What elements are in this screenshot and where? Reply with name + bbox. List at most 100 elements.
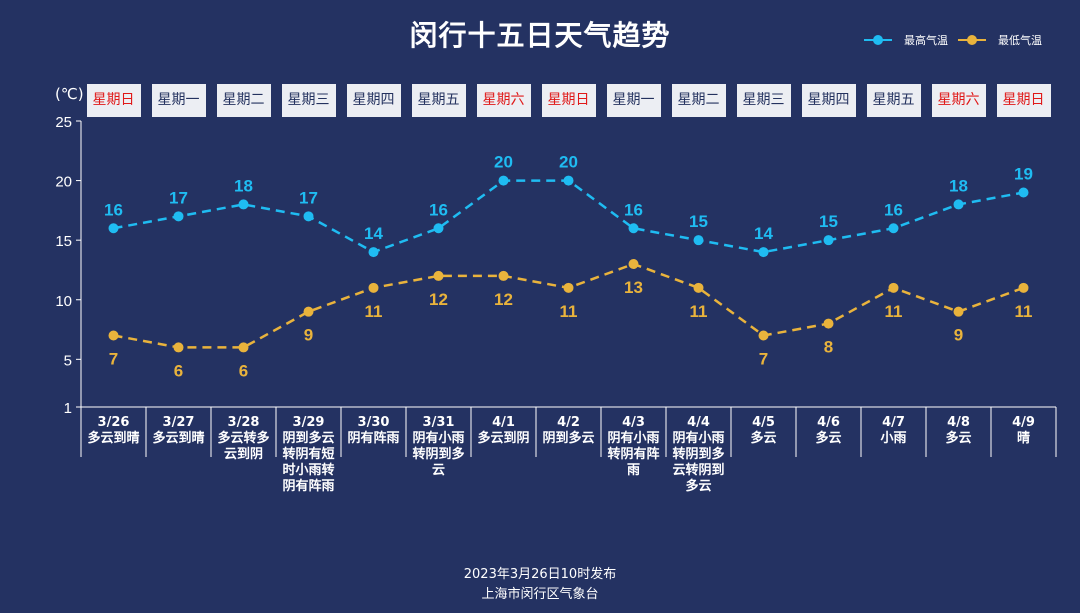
weekday-label: 星期一 <box>606 84 661 117</box>
high-temp-label: 16 <box>624 200 643 219</box>
date-weather-cell: 4/9 晴 <box>991 407 1056 447</box>
weather-description: 多云 <box>945 431 972 446</box>
date-weather-cell: 4/4 阴有小雨转阴到多云转阴到多云 <box>666 407 731 495</box>
low-temp-label: 12 <box>494 290 513 309</box>
date-weather-cell: 4/8 多云 <box>926 407 991 447</box>
weekday-label: 星期六 <box>931 84 986 117</box>
legend-high-label: 最高气温 <box>904 34 948 47</box>
low-temp-label: 13 <box>624 278 643 297</box>
high-temp-label: 16 <box>884 200 903 219</box>
date-weather-cell: 4/5 多云 <box>731 407 796 447</box>
high-temp-point <box>693 235 704 246</box>
date-weather-cell: 3/29 阴到多云转阴有短时小雨转阴有阵雨 <box>276 407 341 495</box>
weather-description: 多云到晴 <box>152 431 205 446</box>
high-temp-label: 14 <box>754 224 773 243</box>
weekday-label: 星期二 <box>216 84 271 117</box>
footer: 2023年3月26日10时发布 上海市闵行区气象台 <box>0 565 1080 605</box>
high-temp-point <box>758 247 769 258</box>
legend-item-high[interactable]: 最高气温 <box>864 32 948 48</box>
legend: 最高气温 最低气温 <box>864 32 1052 48</box>
date-label: 3/31 <box>422 415 455 430</box>
low-temp-point <box>628 259 639 269</box>
date-label: 4/1 <box>492 415 515 430</box>
y-tick-label: 10 <box>55 293 72 310</box>
low-temp-label: 7 <box>759 350 768 369</box>
y-tick-label: 5 <box>64 352 72 369</box>
date-label: 4/4 <box>687 415 710 430</box>
weekday-label: 星期日 <box>86 84 141 117</box>
date-label: 4/6 <box>817 415 840 430</box>
high-temp-label: 14 <box>364 224 383 243</box>
high-temp-label: 18 <box>234 176 253 195</box>
weather-description: 多云到晴 <box>87 431 140 446</box>
date-label: 4/5 <box>752 415 775 430</box>
date-weather-cell: 4/3 阴有小雨转阴有阵雨 <box>601 407 666 479</box>
low-temp-label: 11 <box>1015 302 1033 321</box>
weekday-label: 星期四 <box>346 84 401 117</box>
low-temp-label: 12 <box>429 290 448 309</box>
date-weather-cell: 4/6 多云 <box>796 407 861 447</box>
high-temp-label: 20 <box>494 153 513 172</box>
high-temp-point <box>823 235 834 246</box>
publisher: 上海市闵行区气象台 <box>481 587 599 602</box>
high-temp-point <box>563 175 574 186</box>
low-temp-point <box>303 306 314 317</box>
high-temp-label: 17 <box>299 188 318 207</box>
legend-item-low[interactable]: 最低气温 <box>958 32 1042 48</box>
low-temp-point <box>758 330 769 341</box>
low-temp-label: 11 <box>885 302 903 321</box>
date-weather-cell: 3/31 阴有小雨转阴到多云 <box>406 407 471 479</box>
date-label: 4/8 <box>947 415 970 430</box>
weather-description: 多云转多云到阴 <box>217 431 270 462</box>
low-temp-point <box>173 342 184 353</box>
high-temp-point <box>628 223 639 234</box>
weekday-label: 星期三 <box>281 84 336 117</box>
low-temp-point <box>368 282 379 293</box>
low-temp-point <box>823 318 834 329</box>
weekday-label: 星期四 <box>801 84 856 117</box>
low-temp-label: 8 <box>824 338 833 357</box>
date-label: 3/26 <box>97 415 130 430</box>
high-temp-point <box>303 211 314 222</box>
date-weather-cell: 3/27 多云到晴 <box>146 407 211 447</box>
low-temp-point <box>238 342 249 353</box>
legend-low-label: 最低气温 <box>998 34 1042 47</box>
date-label: 3/29 <box>292 415 325 430</box>
high-temp-label: 20 <box>559 153 578 172</box>
weather-description: 多云 <box>750 431 777 446</box>
low-temp-label: 6 <box>174 361 183 380</box>
low-temp-point <box>693 282 704 293</box>
weekday-label: 星期五 <box>411 84 466 117</box>
weather-description: 阴有小雨转阴到多云 <box>412 431 465 478</box>
high-temp-point <box>108 223 119 234</box>
weekday-label: 星期六 <box>476 84 531 117</box>
y-tick-label: 25 <box>55 114 72 131</box>
high-temp-label: 16 <box>104 200 123 219</box>
low-temp-point <box>433 270 444 281</box>
weekday-label: 星期五 <box>866 84 921 117</box>
high-temp-point <box>368 247 379 258</box>
chart-title: 闵行十五日天气趋势 <box>409 19 671 52</box>
y-axis-unit: (℃) <box>55 85 84 103</box>
high-temp-label: 17 <box>169 188 188 207</box>
weekday-label: 星期日 <box>541 84 596 117</box>
weekday-label: 星期三 <box>736 84 791 117</box>
low-temp-label: 9 <box>954 326 963 345</box>
weather-description: 阴到多云 <box>542 431 595 446</box>
weather-description: 阴有阵雨 <box>347 431 400 446</box>
weather-description: 阴到多云转阴有短时小雨转阴有阵雨 <box>282 431 335 494</box>
weather-description: 阴有小雨转阴有阵雨 <box>607 431 660 478</box>
high-temp-point <box>953 199 964 210</box>
y-tick-label: 1 <box>64 400 72 417</box>
date-weather-cell: 4/1 多云到阴 <box>471 407 536 447</box>
low-temp-label: 6 <box>239 361 248 380</box>
low-temp-point <box>953 306 964 317</box>
low-temp-point <box>1018 282 1029 293</box>
y-tick-label: 20 <box>55 174 72 191</box>
high-temp-label: 15 <box>689 212 708 231</box>
high-temp-label: 19 <box>1014 165 1033 184</box>
low-temp-point <box>563 282 574 293</box>
high-temp-point <box>1018 187 1029 198</box>
weekday-label: 星期一 <box>151 84 206 117</box>
